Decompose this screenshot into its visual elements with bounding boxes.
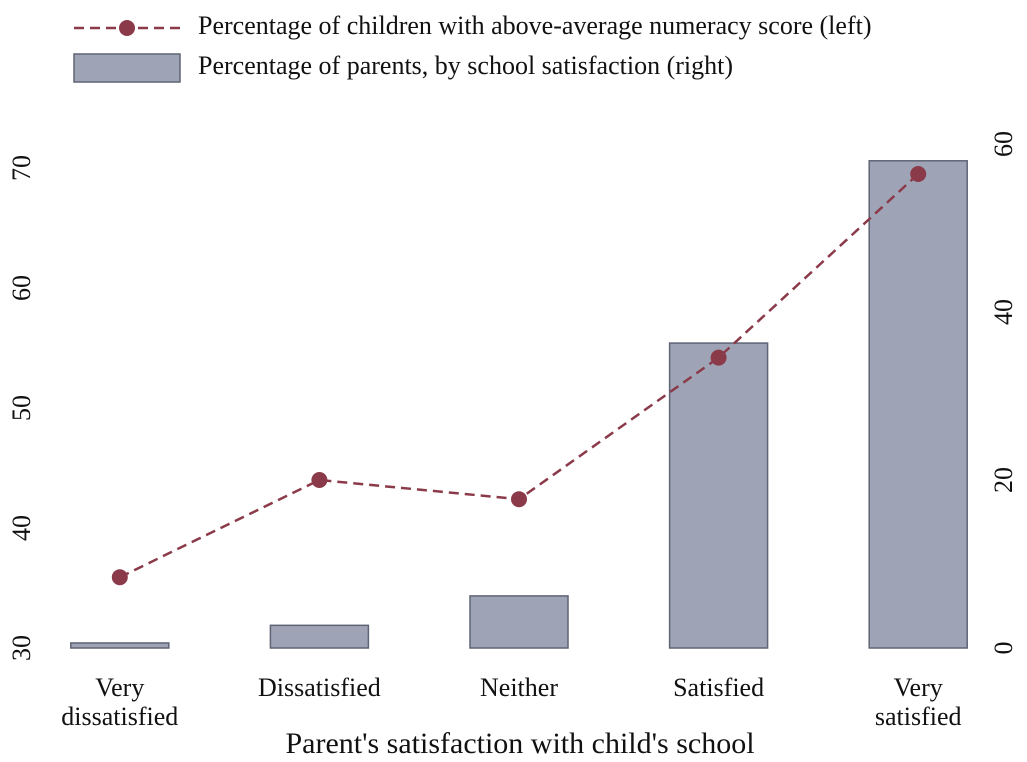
y-tick-label: 50	[7, 395, 36, 421]
x-axis-label: Parent's satisfaction with child's schoo…	[285, 727, 754, 760]
y2-tick-label: 40	[989, 299, 1018, 325]
point	[710, 349, 727, 366]
bar	[469, 595, 569, 649]
legend-label: Percentage of children with above-averag…	[198, 11, 872, 40]
y-tick-label: 70	[7, 155, 36, 181]
legend-point	[119, 20, 135, 36]
x-tick-label: Very satisfied	[875, 673, 962, 731]
point	[111, 569, 128, 586]
point	[311, 472, 328, 488]
y-tick-label: 60	[7, 275, 36, 301]
line	[119, 173, 920, 579]
bar	[70, 642, 170, 649]
x-tick-label: Dissatisfied	[258, 673, 381, 702]
y-tick-label: 40	[7, 515, 36, 541]
y2-tick-label: 0	[989, 642, 1018, 655]
y2-tick-label: 20	[989, 467, 1018, 493]
point	[910, 166, 927, 182]
legend-swatch	[73, 53, 181, 83]
x-tick-label: Satisfied	[673, 673, 764, 702]
legend-label: Percentage of parents, by school satisfa…	[198, 51, 733, 80]
x-tick-label: Neither	[480, 673, 558, 702]
bar	[269, 624, 370, 649]
x-tick-label: Very dissatisfied	[61, 673, 178, 731]
y2-tick-label: 60	[989, 131, 1018, 157]
bar	[868, 160, 968, 649]
y-tick-label: 30	[7, 635, 36, 661]
point	[511, 491, 527, 508]
bar	[668, 342, 769, 649]
